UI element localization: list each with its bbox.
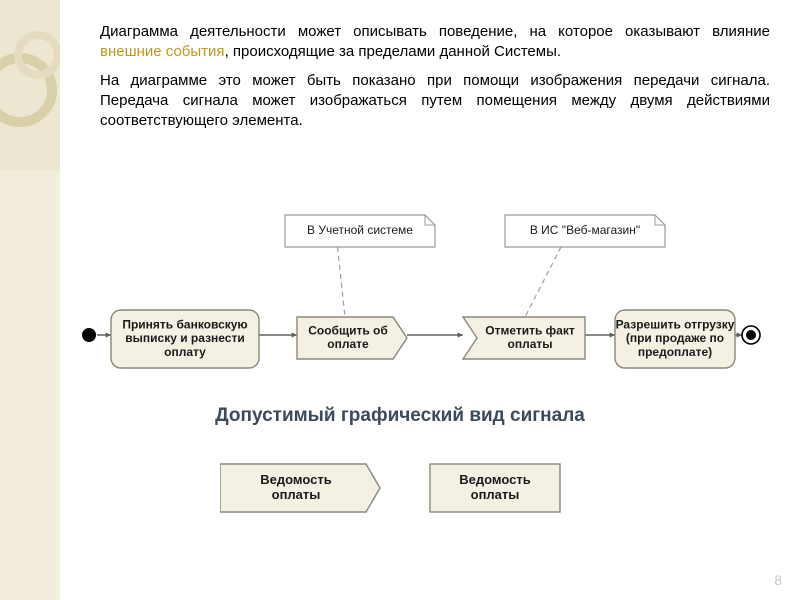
diagram-node-n1: Принять банковскуювыписку и разнестиопла… xyxy=(111,310,259,368)
svg-text:(при продаже по: (при продаже по xyxy=(626,331,724,345)
svg-text:выписку и разнести: выписку и разнести xyxy=(125,331,244,345)
diagram-node-n2: Сообщить обоплате xyxy=(297,317,407,359)
svg-text:оплате: оплате xyxy=(327,337,369,351)
body-text: Диаграмма деятельности может описывать п… xyxy=(100,22,770,139)
diagram-node-n3: Отметить фактоплаты xyxy=(463,317,585,359)
slide-decor xyxy=(0,0,60,600)
paragraph-2: На диаграмме это может быть показано при… xyxy=(100,71,770,132)
svg-text:оплату: оплату xyxy=(164,345,206,359)
diagram-note-note2: В ИС "Веб-магазин" xyxy=(505,215,665,247)
svg-text:Ведомость: Ведомость xyxy=(459,472,530,487)
svg-text:В ИС "Веб-магазин": В ИС "Веб-магазин" xyxy=(530,223,640,237)
svg-text:Сообщить об: Сообщить об xyxy=(308,323,388,337)
svg-text:оплаты: оплаты xyxy=(508,337,553,351)
diagram-node-n4: Разрешить отгрузку(при продаже попредопл… xyxy=(615,310,735,368)
svg-text:Принять банковскую: Принять банковскую xyxy=(122,317,247,331)
page-number: 8 xyxy=(774,572,782,588)
signal-shapes-diagram: ВедомостьоплатыВедомостьоплаты xyxy=(220,450,580,530)
svg-text:Отметить факт: Отметить факт xyxy=(485,323,575,337)
para1-b: , происходящие за пределами данной Систе… xyxy=(225,43,561,60)
svg-text:В Учетной системе: В Учетной системе xyxy=(307,223,413,237)
subtitle: Допустимый графический вид сигнала xyxy=(0,405,800,427)
activity-diagram: Принять банковскуювыписку и разнестиопла… xyxy=(75,205,765,390)
diagram-node-s1: Ведомостьоплаты xyxy=(220,464,380,512)
diagram-note-note1: В Учетной системе xyxy=(285,215,435,247)
paragraph-1: Диаграмма деятельности может описывать п… xyxy=(100,22,770,63)
para1-a: Диаграмма деятельности может описывать п… xyxy=(100,23,770,40)
svg-text:оплаты: оплаты xyxy=(272,487,321,502)
svg-text:Ведомость: Ведомость xyxy=(260,472,331,487)
svg-text:Разрешить отгрузку: Разрешить отгрузку xyxy=(616,317,735,331)
svg-text:предоплате): предоплате) xyxy=(638,345,712,359)
diagram-node-s2: Ведомостьоплаты xyxy=(430,464,560,512)
para1-highlight: внешние события xyxy=(100,43,225,60)
svg-text:оплаты: оплаты xyxy=(471,487,520,502)
